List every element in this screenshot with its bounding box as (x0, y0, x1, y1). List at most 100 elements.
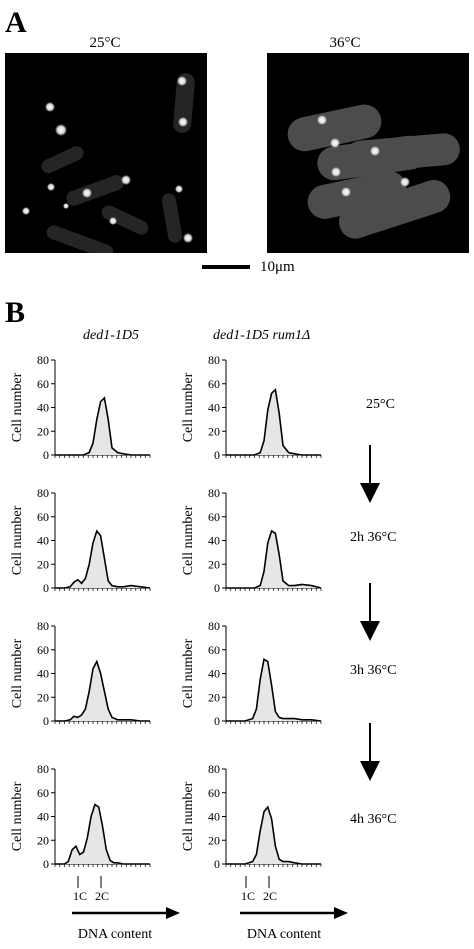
y-tick-label-60: 60 (37, 643, 49, 657)
y-tick-label-0: 0 (214, 714, 220, 728)
histogram-left-row2-svg: Cell number 0 20 40 60 80 (10, 619, 151, 728)
y-tick-label-20: 20 (37, 424, 49, 438)
y-tick-label-40: 40 (37, 667, 49, 681)
histogram-right-row1: Cell number 0 20 40 60 80 (176, 483, 346, 598)
y-axis-title: Cell number (181, 781, 196, 851)
y-tick-label-80: 80 (208, 486, 220, 500)
time-arrow-3 (360, 723, 380, 781)
histogram-fill (55, 804, 150, 864)
histogram-right-row1-svg: Cell number 0 20 40 60 80 (181, 486, 322, 595)
histogram-fill (55, 398, 150, 455)
y-axis-title: Cell number (10, 781, 25, 851)
histogram-fill (226, 531, 321, 588)
panel-a-letter: A (5, 6, 27, 39)
micrograph-36c-image (287, 104, 460, 239)
x-axis-title-right: DNA content (246, 927, 322, 942)
histogram-line (226, 805, 321, 865)
marker-2c-left: 2C (95, 889, 110, 903)
y-tick-label-60: 60 (37, 377, 49, 391)
histogram-fill (226, 389, 321, 455)
y-axis-title: Cell number (181, 638, 196, 708)
histogram-left-row0-svg: Cell number 0 20 40 60 80 (10, 353, 151, 462)
y-tick-label-20: 20 (208, 833, 220, 847)
y-tick-label-40: 40 (37, 534, 49, 548)
y-tick-label-80: 80 (37, 762, 49, 776)
y-tick-label-80: 80 (37, 353, 49, 367)
y-tick-label-80: 80 (208, 762, 220, 776)
histogram-line (55, 529, 151, 589)
histogram-right-row2-svg: Cell number 0 20 40 60 80 (181, 619, 322, 728)
y-tick-label-20: 20 (37, 833, 49, 847)
histogram-right-row3: Cell number 0 20 40 60 80 (176, 759, 346, 874)
condition-label-0: 25°C (366, 397, 395, 412)
y-tick-label-60: 60 (208, 643, 220, 657)
marker-1c-left: 1C (73, 889, 88, 903)
dna-content-arrow-left (72, 907, 180, 919)
y-tick-label-80: 80 (37, 486, 49, 500)
histogram-line (226, 388, 321, 456)
y-tick-label-40: 40 (208, 401, 220, 415)
y-tick-label-80: 80 (208, 353, 220, 367)
y-tick-label-60: 60 (208, 377, 220, 391)
y-tick-label-40: 40 (208, 667, 220, 681)
histogram-fill (55, 531, 150, 588)
histogram-line (55, 803, 150, 865)
micro-left-temp-label: 25°C (89, 35, 121, 51)
y-tick-label-0: 0 (43, 448, 49, 462)
scale-bar-label: 10μm (260, 259, 295, 275)
panel-b-letter: B (5, 296, 26, 329)
y-tick-label-60: 60 (208, 786, 220, 800)
x-axis-title-left: DNA content (77, 927, 153, 942)
y-tick-label-20: 20 (208, 424, 220, 438)
marker-2c-right: 2C (263, 889, 278, 903)
y-axis-title: Cell number (181, 372, 196, 442)
marker-1c-right: 1C (241, 889, 256, 903)
y-tick-label-60: 60 (208, 510, 220, 524)
micrograph-25c (5, 53, 207, 253)
y-tick-label-0: 0 (214, 448, 220, 462)
y-tick-label-0: 0 (43, 581, 49, 595)
histogram-right-row0-svg: Cell number 0 20 40 60 80 (181, 353, 322, 462)
dna-markers-right (245, 876, 270, 888)
dna-content-arrow-right (240, 907, 348, 919)
condition-label-2: 3h 36°C (350, 663, 397, 678)
y-tick-label-60: 60 (37, 786, 49, 800)
y-tick-label-40: 40 (208, 810, 220, 824)
histogram-fill (55, 661, 150, 721)
y-axis-title: Cell number (10, 638, 25, 708)
y-axis-title: Cell number (10, 505, 25, 575)
y-tick-label-20: 20 (208, 557, 220, 571)
dna-markers-left (77, 876, 102, 888)
column-title-left: ded1-1D5 (83, 328, 139, 343)
condition-label-1: 2h 36°C (350, 530, 397, 545)
histogram-right-row2: Cell number 0 20 40 60 80 (176, 616, 346, 731)
y-tick-label-0: 0 (43, 857, 49, 871)
histogram-line (55, 659, 150, 722)
y-tick-label-0: 0 (214, 857, 220, 871)
histogram-left-row1-svg: Cell number 0 20 40 60 80 (10, 486, 151, 595)
column-title-right: ded1-1D5 rum1Δ (213, 328, 311, 343)
y-tick-label-0: 0 (43, 714, 49, 728)
time-arrow-1 (360, 445, 380, 503)
y-tick-label-40: 40 (37, 401, 49, 415)
y-tick-label-20: 20 (208, 690, 220, 704)
y-tick-label-0: 0 (214, 581, 220, 595)
y-tick-label-40: 40 (37, 810, 49, 824)
y-tick-label-20: 20 (37, 690, 49, 704)
y-tick-label-80: 80 (208, 619, 220, 633)
histogram-right-row3-svg: Cell number 0 20 40 60 80 (181, 762, 322, 871)
micro-right-temp-label: 36°C (329, 35, 361, 51)
histogram-right-row0: Cell number 0 20 40 60 80 (176, 350, 346, 465)
histogram-line (226, 658, 322, 722)
histogram-line (55, 396, 150, 456)
y-tick-label-80: 80 (37, 619, 49, 633)
scale-bar (202, 265, 250, 269)
histogram-left-row1: Cell number 0 20 40 60 80 (5, 483, 175, 598)
micrograph-36c (267, 53, 469, 253)
time-arrow-2 (360, 583, 380, 641)
y-tick-label-20: 20 (37, 557, 49, 571)
histogram-left-row2: Cell number 0 20 40 60 80 (5, 616, 175, 731)
histogram-fill (226, 659, 321, 721)
histogram-left-row3: Cell number 0 20 40 60 80 (5, 759, 175, 874)
y-tick-label-40: 40 (208, 534, 220, 548)
